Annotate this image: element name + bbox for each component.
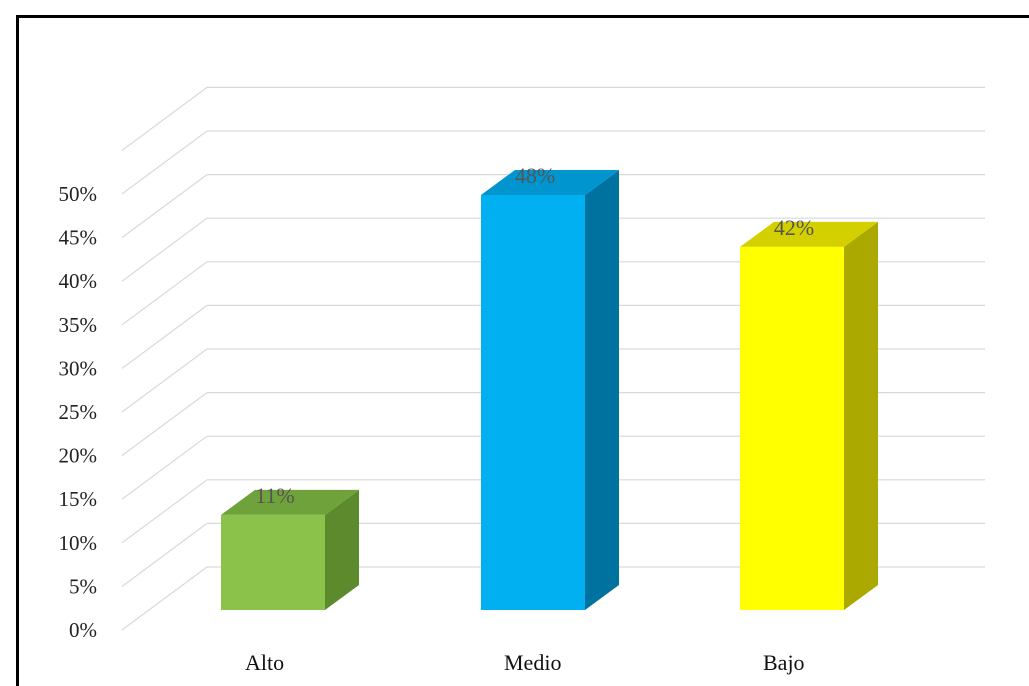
y-tick-label: 15%	[59, 487, 98, 511]
bar-bajo	[740, 247, 844, 610]
bar-side-medio	[585, 170, 619, 610]
y-tick-label: 40%	[59, 269, 98, 293]
bar-alto	[221, 515, 325, 610]
y-tick-label: 25%	[59, 400, 98, 424]
bar-medio	[481, 195, 585, 610]
x-tick-label-medio: Medio	[504, 650, 561, 675]
y-tick-label: 20%	[59, 444, 98, 468]
y-tick-label: 0%	[69, 618, 97, 642]
data-label-alto: 11%	[255, 483, 295, 508]
data-label-bajo: 42%	[774, 215, 814, 240]
x-tick-label-bajo: Bajo	[763, 650, 805, 675]
data-label-medio: 48%	[515, 163, 555, 188]
y-tick-label: 50%	[59, 182, 98, 206]
y-tick-label: 35%	[59, 313, 98, 337]
y-tick-label: 30%	[59, 356, 98, 380]
y-tick-label: 10%	[59, 531, 98, 555]
y-tick-label: 5%	[69, 574, 97, 598]
bar-side-bajo	[844, 222, 878, 610]
y-tick-label: 45%	[59, 226, 98, 250]
x-tick-label-alto: Alto	[245, 650, 284, 675]
